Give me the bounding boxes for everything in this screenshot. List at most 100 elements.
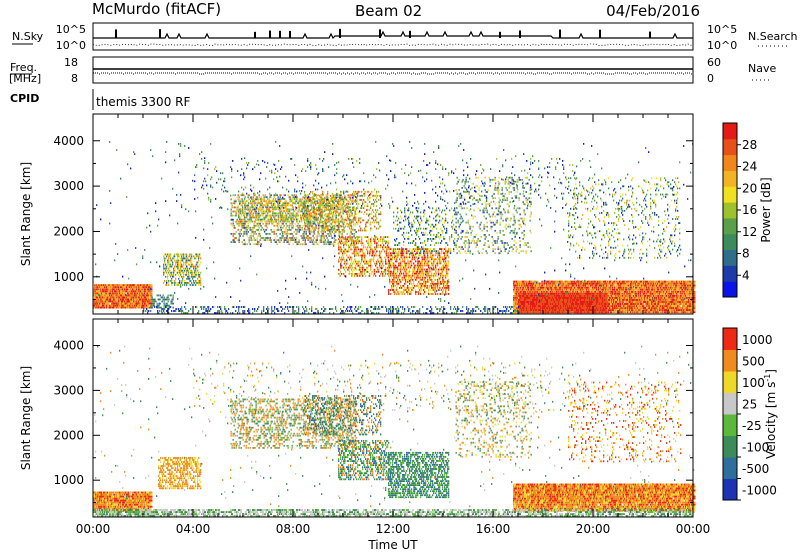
power-cell <box>393 291 395 293</box>
power-cell <box>238 214 240 217</box>
power-cell <box>390 266 392 269</box>
power-cell <box>445 285 447 287</box>
power-cell <box>178 255 180 258</box>
power-cell <box>305 202 307 204</box>
power-cell <box>309 205 311 207</box>
power-cell <box>190 271 192 274</box>
power-cell <box>349 266 351 269</box>
power-cell <box>334 210 336 213</box>
power-cell <box>373 252 375 255</box>
power-cell <box>252 202 254 204</box>
power-cell <box>465 180 467 183</box>
power-cell <box>370 229 372 232</box>
power-cell <box>432 207 434 210</box>
power-cell <box>350 227 352 230</box>
power-cell <box>342 236 344 238</box>
power-cell <box>278 212 280 215</box>
power-cell <box>310 239 312 241</box>
power-cell <box>264 220 266 223</box>
power-cell <box>335 225 337 228</box>
power-cell <box>188 269 190 272</box>
power-cell <box>259 202 261 204</box>
power-cell <box>426 264 428 267</box>
power-cell <box>263 216 265 219</box>
power-cell <box>436 282 438 285</box>
power-cell <box>321 235 323 237</box>
power-cell <box>362 248 364 251</box>
power-cell <box>196 282 198 284</box>
power-cell <box>388 289 390 291</box>
power-cell <box>340 275 342 277</box>
power-cell <box>357 260 359 263</box>
power-cell <box>343 243 345 246</box>
power-cell <box>431 240 433 242</box>
power-cell <box>358 238 360 241</box>
power-cell <box>422 248 424 250</box>
power-cell <box>237 194 239 197</box>
power-cell <box>178 263 180 266</box>
power-cell <box>377 209 379 211</box>
power-cell <box>366 270 368 273</box>
power-cell <box>249 218 251 221</box>
power-cell <box>354 192 356 195</box>
power-cell <box>341 215 343 218</box>
power-cell <box>197 265 199 268</box>
power-cell <box>422 276 424 279</box>
power-cell <box>365 236 367 238</box>
power-cell <box>235 210 237 213</box>
power-cell <box>336 206 338 209</box>
power-cell <box>282 202 284 204</box>
power-cell <box>174 259 176 262</box>
power-cell <box>446 268 448 271</box>
power-cell <box>369 260 371 263</box>
power-cell <box>413 280 415 283</box>
power-cell <box>451 225 453 228</box>
power-cell <box>263 204 265 206</box>
power-cell <box>416 229 418 232</box>
power-cell <box>341 196 343 199</box>
power-cell <box>299 243 301 246</box>
power-cell <box>396 272 398 275</box>
power-cell <box>330 195 332 197</box>
power-cell <box>418 268 420 271</box>
power-cell <box>317 194 319 197</box>
power-cell <box>323 198 325 200</box>
power-cell <box>287 229 289 231</box>
power-cell <box>392 250 394 253</box>
power-cell <box>441 280 443 283</box>
power-cell <box>361 240 363 243</box>
power-cell <box>447 266 449 269</box>
power-cell <box>166 271 168 274</box>
power-cell <box>178 259 180 262</box>
nave-tick-top: 60 <box>707 56 721 69</box>
power-cell <box>403 248 405 250</box>
power-cell <box>338 260 340 263</box>
power-cell <box>272 220 274 223</box>
power-cell <box>407 209 409 212</box>
power-cell <box>396 260 398 263</box>
power-cell <box>315 239 317 241</box>
power-cell <box>331 200 333 202</box>
power-cell <box>449 240 451 242</box>
power-cell <box>292 208 294 211</box>
power-cell <box>327 202 329 204</box>
power-cell <box>299 198 301 201</box>
power-cell <box>357 273 359 275</box>
power-cell <box>353 233 355 235</box>
power-cell <box>195 273 197 276</box>
power-cell <box>238 220 240 223</box>
power-cell <box>417 274 419 277</box>
power-cell <box>284 194 286 197</box>
power-cell <box>349 221 351 224</box>
power-cell <box>460 248 462 250</box>
power-cell <box>314 210 316 213</box>
power-cell <box>421 256 423 259</box>
power-cell <box>364 268 366 271</box>
power-cell <box>329 216 331 219</box>
power-cell <box>305 208 307 211</box>
power-cell <box>262 210 264 213</box>
power-cell <box>272 222 274 225</box>
power-cell <box>284 220 286 223</box>
power-cell <box>357 201 359 203</box>
power-cell <box>418 246 420 248</box>
